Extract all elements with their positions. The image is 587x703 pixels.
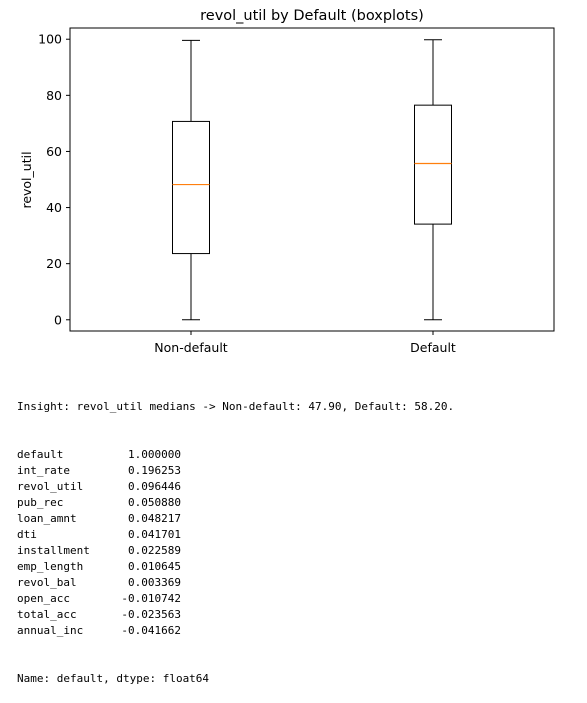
feature-name: revol_bal (17, 576, 77, 589)
correlation-row: pub_rec 0.050880 (17, 495, 454, 511)
correlation-value: 0.096446 (128, 480, 181, 493)
boxplot-chart: revol_util by Default (boxplots) revol_u… (19, 8, 555, 355)
correlation-value: 0.022589 (128, 544, 181, 557)
feature-name: revol_util (17, 480, 84, 493)
iqr-box (414, 104, 452, 225)
correlation-value: 0.196253 (128, 464, 181, 477)
correlation-value: -0.041662 (121, 624, 181, 637)
console-output: Insight: revol_util medians -> Non-defau… (17, 367, 454, 703)
correlation-table: default 1.000000 int_rate 0.196253 revol_uti… (17, 447, 454, 639)
correlation-row: dti 0.041701 (17, 527, 454, 543)
y-tick-label: 100 (38, 32, 62, 47)
y-tick-label: 60 (46, 144, 62, 159)
y-tick-label: 0 (54, 312, 62, 327)
box-non-default (172, 39, 210, 321)
correlation-value: -0.010742 (121, 592, 181, 605)
y-axis-label: revol_util (19, 151, 34, 208)
correlation-row: int_rate 0.196253 (17, 463, 454, 479)
iqr-box (172, 120, 210, 255)
correlation-value: 1.000000 (128, 448, 181, 461)
y-tick-label: 80 (46, 88, 62, 103)
series-footer: Name: default, dtype: float64 (17, 672, 210, 685)
box-default (414, 39, 452, 321)
x-tick-label: Default (410, 340, 456, 355)
feature-name: default (17, 448, 64, 461)
feature-name: installment (17, 544, 90, 557)
correlation-row: loan_amnt 0.048217 (17, 511, 454, 527)
plot-content (172, 39, 452, 321)
x-tick-label: Non-default (154, 340, 228, 355)
plot-frame (69, 27, 555, 332)
correlation-row: emp_length 0.010645 (17, 559, 454, 575)
correlation-value: 0.010645 (128, 560, 181, 573)
correlation-row: annual_inc -0.041662 (17, 623, 454, 639)
feature-name: annual_inc (17, 624, 84, 637)
feature-name: pub_rec (17, 496, 64, 509)
correlation-row: open_acc -0.010742 (17, 591, 454, 607)
feature-name: dti (17, 528, 37, 541)
feature-name: loan_amnt (17, 512, 77, 525)
correlation-value: 0.041701 (128, 528, 181, 541)
correlation-value: 0.003369 (128, 576, 181, 589)
feature-name: int_rate (17, 464, 70, 477)
y-tick-label: 20 (46, 256, 62, 271)
correlation-row: default 1.000000 (17, 447, 454, 463)
feature-name: emp_length (17, 560, 84, 573)
feature-name: open_acc (17, 592, 70, 605)
feature-name: total_acc (17, 608, 77, 621)
correlation-value: 0.050880 (128, 496, 181, 509)
correlation-row: installment 0.022589 (17, 543, 454, 559)
insight-line: Insight: revol_util medians -> Non-defau… (17, 400, 455, 413)
y-tick-label: 40 (46, 200, 62, 215)
correlation-value: 0.048217 (128, 512, 181, 525)
correlation-row: total_acc -0.023563 (17, 607, 454, 623)
correlation-value: -0.023563 (121, 608, 181, 621)
y-axis: 0 20 40 60 80 100 (38, 32, 70, 327)
correlation-row: revol_bal 0.003369 (17, 575, 454, 591)
chart-title: revol_util by Default (boxplots) (200, 8, 424, 24)
x-axis: Non-default Default (154, 331, 456, 355)
correlation-row: revol_util 0.096446 (17, 479, 454, 495)
